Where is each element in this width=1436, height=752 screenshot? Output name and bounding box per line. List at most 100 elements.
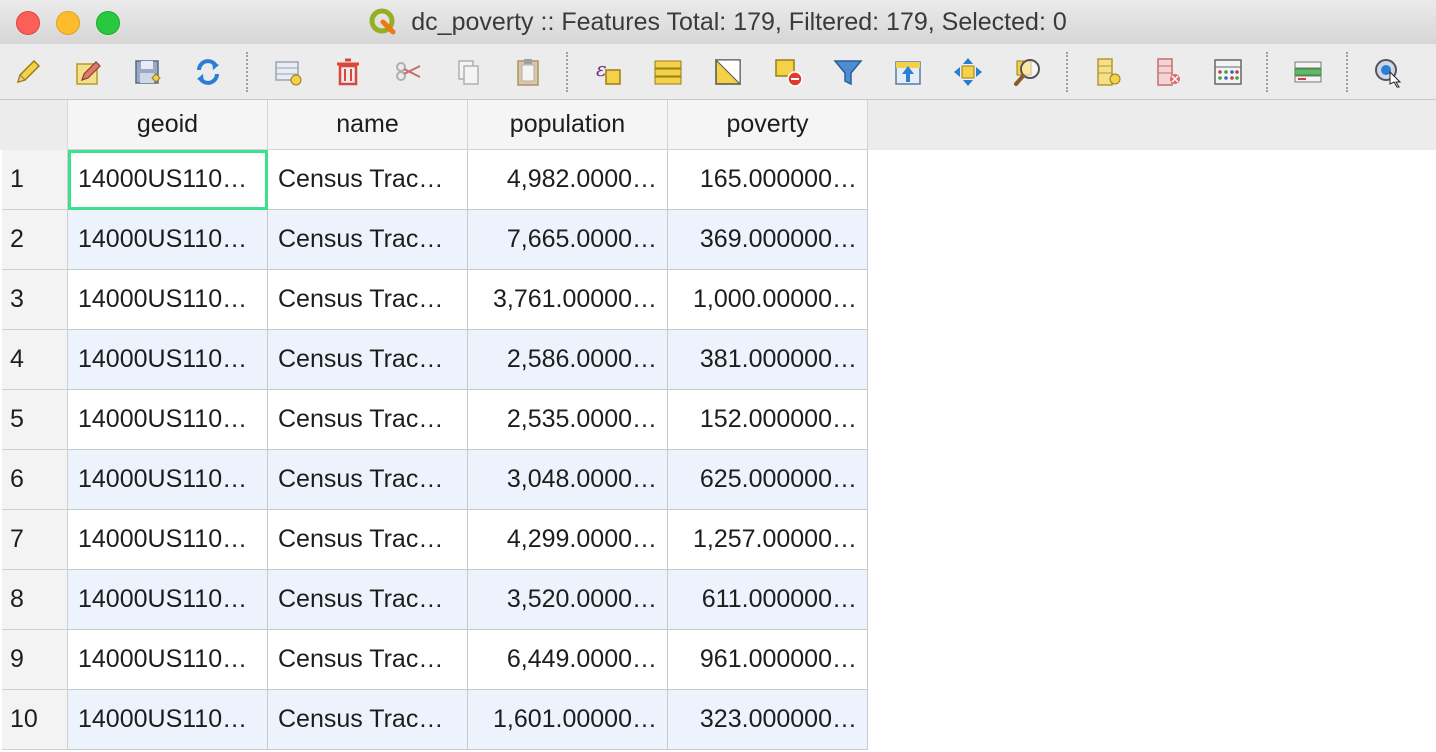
table-cell-population[interactable]: 2,535.0000… — [468, 390, 668, 450]
delete-feature-button[interactable] — [330, 54, 366, 90]
add-feature-button[interactable] — [270, 54, 306, 90]
table-cell-name[interactable]: Census Trac… — [268, 570, 468, 630]
paste-button[interactable] — [510, 54, 546, 90]
attribute-table: geoid name population poverty 1 14000US11… — [0, 100, 1436, 752]
table-cell-name[interactable]: Census Trac… — [268, 630, 468, 690]
table-cell-name[interactable]: Census Trac… — [268, 270, 468, 330]
actions-button[interactable] — [1370, 54, 1406, 90]
table-cell-name[interactable]: Census Trac… — [268, 210, 468, 270]
deselect-all-button[interactable] — [770, 54, 806, 90]
table-row[interactable]: 2 14000US110… Census Trac… 7,665.0000… 369.0… — [0, 210, 868, 270]
row-header[interactable]: 3 — [2, 270, 68, 330]
delete-feature-icon — [337, 58, 359, 86]
table-cell-population[interactable]: 3,520.0000… — [468, 570, 668, 630]
select-all-button[interactable] — [650, 54, 686, 90]
column-header-population[interactable]: population — [468, 100, 668, 150]
table-cell-poverty[interactable]: 625.000000… — [668, 450, 868, 510]
table-row[interactable]: 3 14000US110… Census Trac… 3,761.00000… 1,00… — [0, 270, 868, 330]
table-row[interactable]: 5 14000US110… Census Trac… 2,535.0000… 152.0… — [0, 390, 868, 450]
row-header[interactable]: 4 — [2, 330, 68, 390]
row-header[interactable]: 1 — [2, 150, 68, 210]
table-row[interactable]: 4 14000US110… Census Trac… 2,586.0000… 381.0… — [0, 330, 868, 390]
table-cell-poverty[interactable]: 1,257.00000… — [668, 510, 868, 570]
table-cell-geoid[interactable]: 14000US110… — [68, 150, 268, 210]
table-cell-population[interactable]: 4,982.0000… — [468, 150, 668, 210]
table-cell-name[interactable]: Census Trac… — [268, 450, 468, 510]
table-cell-population[interactable]: 4,299.0000… — [468, 510, 668, 570]
table-cell-poverty[interactable]: 961.000000… — [668, 630, 868, 690]
table-cell-poverty[interactable]: 323.000000… — [668, 690, 868, 750]
table-cell-geoid[interactable]: 14000US110… — [68, 450, 268, 510]
table-row[interactable]: 7 14000US110… Census Trac… 4,299.0000… 1,257… — [0, 510, 868, 570]
table-row[interactable]: 8 14000US110… Census Trac… 3,520.0000… 611.0… — [0, 570, 868, 630]
row-header[interactable]: 10 — [2, 690, 68, 750]
minimize-window-button[interactable] — [56, 11, 80, 35]
table-cell-population[interactable]: 3,761.00000… — [468, 270, 668, 330]
filter-button[interactable] — [830, 54, 866, 90]
table-row[interactable]: 1 14000US110… Census Trac… 4,982.0000… 165.0… — [0, 150, 868, 210]
pan-to-selection-button[interactable] — [950, 54, 986, 90]
table-cell-poverty[interactable]: 152.000000… — [668, 390, 868, 450]
table-cell-geoid[interactable]: 14000US110… — [68, 210, 268, 270]
field-calculator-button[interactable] — [1210, 54, 1246, 90]
table-cell-geoid[interactable]: 14000US110… — [68, 330, 268, 390]
multi-edit-button[interactable] — [70, 54, 106, 90]
close-window-button[interactable] — [16, 11, 40, 35]
table-cell-name[interactable]: Census Trac… — [268, 690, 468, 750]
table-cell-poverty[interactable]: 381.000000… — [668, 330, 868, 390]
table-cell-poverty[interactable]: 369.000000… — [668, 210, 868, 270]
table-cell-name[interactable]: Census Trac… — [268, 330, 468, 390]
reload-icon — [197, 59, 219, 85]
table-cell-population[interactable]: 6,449.0000… — [468, 630, 668, 690]
table-row[interactable]: 10 14000US110… Census Trac… 1,601.00000… 323… — [0, 690, 868, 750]
table-cell-name[interactable]: Census Trac… — [268, 510, 468, 570]
maximize-window-button[interactable] — [96, 11, 120, 35]
new-field-button[interactable] — [1090, 54, 1126, 90]
table-cell-population[interactable]: 3,048.0000… — [468, 450, 668, 510]
invert-selection-button[interactable] — [710, 54, 746, 90]
table-cell-geoid[interactable]: 14000US110… — [68, 690, 268, 750]
conditional-formatting-button[interactable] — [1290, 54, 1326, 90]
row-header[interactable]: 2 — [2, 210, 68, 270]
table-corner[interactable] — [0, 100, 68, 150]
table-cell-name[interactable]: Census Trac… — [268, 390, 468, 450]
column-header-geoid[interactable]: geoid — [68, 100, 268, 150]
column-header-name[interactable]: name — [268, 100, 468, 150]
table-cell-name[interactable]: Census Trac… — [268, 150, 468, 210]
table-cell-geoid[interactable]: 14000US110… — [68, 270, 268, 330]
toolbar-separator — [1066, 52, 1068, 92]
zoom-to-selection-button[interactable] — [1010, 54, 1046, 90]
copy-button[interactable] — [450, 54, 486, 90]
toggle-editing-button[interactable] — [10, 54, 46, 90]
table-cell-geoid[interactable]: 14000US110… — [68, 390, 268, 450]
table-cell-geoid[interactable]: 14000US110… — [68, 630, 268, 690]
move-selection-to-top-button[interactable] — [890, 54, 926, 90]
row-header[interactable]: 7 — [2, 510, 68, 570]
delete-field-button[interactable] — [1150, 54, 1186, 90]
qgis-logo-icon — [369, 8, 396, 35]
row-header[interactable]: 8 — [2, 570, 68, 630]
table-row[interactable]: 6 14000US110… Census Trac… 3,048.0000… 625.0… — [0, 450, 868, 510]
table-cell-population[interactable]: 7,665.0000… — [468, 210, 668, 270]
table-cell-geoid[interactable]: 14000US110… — [68, 510, 268, 570]
svg-text:ε: ε — [596, 57, 607, 81]
cut-button[interactable] — [390, 54, 426, 90]
table-row[interactable]: 9 14000US110… Census Trac… 6,449.0000… 961.0… — [0, 630, 868, 690]
table-cell-geoid[interactable]: 14000US110… — [68, 570, 268, 630]
reload-button[interactable] — [190, 54, 226, 90]
table-cell-poverty[interactable]: 165.000000… — [668, 150, 868, 210]
select-by-expression-button[interactable]: ε — [590, 54, 626, 90]
save-edits-button[interactable] — [130, 54, 166, 90]
toolbar-separator — [1346, 52, 1348, 92]
table-cell-poverty[interactable]: 1,000.00000… — [668, 270, 868, 330]
row-header[interactable]: 6 — [2, 450, 68, 510]
cut-icon — [396, 62, 421, 81]
row-header[interactable]: 9 — [2, 630, 68, 690]
window-title: dc_poverty :: Features Total: 179, Filte… — [411, 7, 1067, 36]
column-header-poverty[interactable]: poverty — [668, 100, 868, 150]
table-cell-poverty[interactable]: 611.000000… — [668, 570, 868, 630]
row-header[interactable]: 5 — [2, 390, 68, 450]
table-cell-population[interactable]: 1,601.00000… — [468, 690, 668, 750]
attribute-table-toolbar: ε — [0, 44, 1436, 100]
table-cell-population[interactable]: 2,586.0000… — [468, 330, 668, 390]
